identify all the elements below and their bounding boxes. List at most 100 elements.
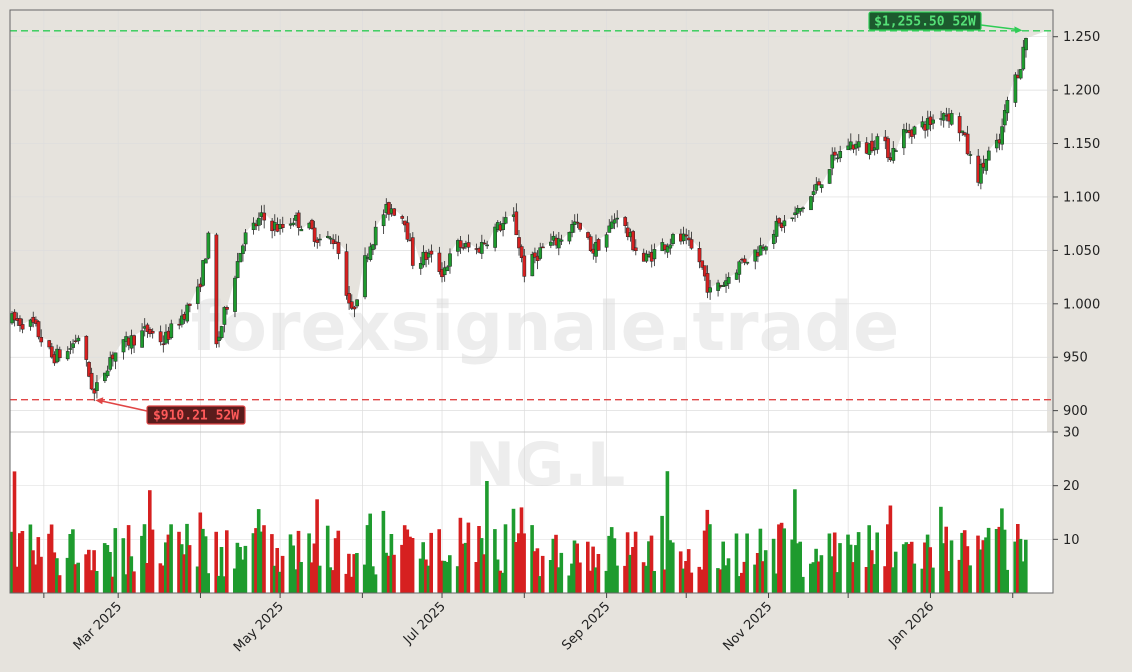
price-tick-label: 1.250 xyxy=(1063,30,1100,45)
volume-bar xyxy=(758,528,763,593)
candle-body xyxy=(1000,126,1004,145)
volume-bar xyxy=(429,532,433,593)
volume-bar xyxy=(169,524,173,593)
candle-body xyxy=(243,232,248,245)
volume-bar xyxy=(686,549,691,593)
volume-bar xyxy=(299,562,303,593)
candle-body xyxy=(1002,110,1007,126)
candle-body xyxy=(392,208,397,216)
volume-bar xyxy=(893,551,898,593)
candle-body xyxy=(57,349,62,359)
volume-bar xyxy=(976,535,980,593)
volume-bar xyxy=(795,543,800,593)
volume-bar xyxy=(867,525,871,593)
high-52w-arrow xyxy=(980,24,1020,31)
volume-bar xyxy=(466,522,471,593)
volume-bar xyxy=(76,562,80,593)
volume-bar xyxy=(71,529,75,593)
candle-body xyxy=(798,208,803,212)
candle-body xyxy=(668,244,673,249)
candle-body xyxy=(596,239,601,251)
volume-bar xyxy=(909,541,914,593)
candle-body xyxy=(979,163,983,184)
candle-body xyxy=(219,326,224,338)
candle-body xyxy=(140,330,144,348)
volume-bar xyxy=(28,524,33,593)
volume-bar xyxy=(477,526,481,593)
volume-bar xyxy=(108,552,112,593)
volume-bar xyxy=(875,532,879,593)
volume-bar xyxy=(944,526,948,593)
volume-bar xyxy=(256,509,261,593)
volume-bar xyxy=(708,524,712,593)
volume-bar xyxy=(389,534,394,593)
volume-bar xyxy=(724,565,728,593)
candle-body xyxy=(835,157,840,160)
candle-body xyxy=(705,273,710,293)
volume-bar xyxy=(344,573,349,593)
volume-bar xyxy=(310,562,314,593)
candle-body xyxy=(73,340,78,343)
volume-bar xyxy=(132,571,136,593)
volume-bar xyxy=(939,506,943,593)
volume-bar xyxy=(140,535,144,593)
volume-bar xyxy=(779,522,784,593)
candle-body xyxy=(105,370,110,377)
volume-bar xyxy=(294,569,298,593)
volume-bar xyxy=(782,528,786,593)
volume-bar xyxy=(94,571,99,593)
volume-bar xyxy=(872,564,877,593)
low-52w-label: $910.21 52W xyxy=(153,409,239,424)
volume-bar xyxy=(386,555,391,593)
volume-bar xyxy=(15,566,19,593)
candle-body xyxy=(644,253,649,262)
candle-body xyxy=(299,228,304,232)
volume-bar xyxy=(437,529,441,593)
volume-bar xyxy=(124,574,128,593)
candle-body xyxy=(187,303,192,306)
candle-body xyxy=(503,217,508,224)
volume-bar xyxy=(540,555,545,593)
volume-bar xyxy=(55,558,59,593)
volume-bar xyxy=(912,563,917,593)
candle-body xyxy=(777,218,781,224)
candle-body xyxy=(957,116,962,134)
low-52w-label-box xyxy=(146,405,246,425)
price-axis: 900 950 1.000 1.050 1.100 1.150 1.200 1.250 xyxy=(1053,30,1100,419)
date-tick-label: Mar 2025 xyxy=(71,599,125,653)
candle-body xyxy=(700,260,705,268)
candle-body xyxy=(203,258,208,264)
volume-bar xyxy=(84,554,88,593)
volume-bar xyxy=(1013,541,1017,593)
volume-bar xyxy=(755,553,760,593)
candle-body xyxy=(519,246,524,258)
volume-bar xyxy=(198,512,203,593)
volume-bar xyxy=(463,542,468,593)
volume-bar xyxy=(721,541,725,593)
candle-body xyxy=(567,231,572,242)
volume-bar xyxy=(392,554,396,593)
price-tick-label: 950 xyxy=(1063,351,1088,366)
volume-bar xyxy=(716,568,720,593)
volume-bar xyxy=(349,576,354,593)
volume-bar xyxy=(400,544,404,593)
volume-bar xyxy=(166,534,171,593)
candle-body xyxy=(448,253,452,267)
volume-bar xyxy=(10,531,14,593)
volume-bar xyxy=(726,558,731,593)
candle-body xyxy=(132,335,136,346)
candle-body xyxy=(363,255,367,298)
volume-bar xyxy=(1018,538,1023,593)
candle-body xyxy=(76,337,81,342)
candle-body xyxy=(838,151,843,159)
volume-bar xyxy=(368,513,372,593)
candle-body xyxy=(771,233,776,244)
volume-bar xyxy=(697,566,702,593)
volume-bar xyxy=(684,561,688,593)
candle-body xyxy=(514,211,519,236)
annotations: $1,255.50 52W $910.21 52W xyxy=(95,11,1023,425)
volume-bar xyxy=(384,552,388,593)
candle-body xyxy=(941,113,946,121)
candle-body xyxy=(1024,38,1028,51)
volume-bar xyxy=(832,532,837,593)
